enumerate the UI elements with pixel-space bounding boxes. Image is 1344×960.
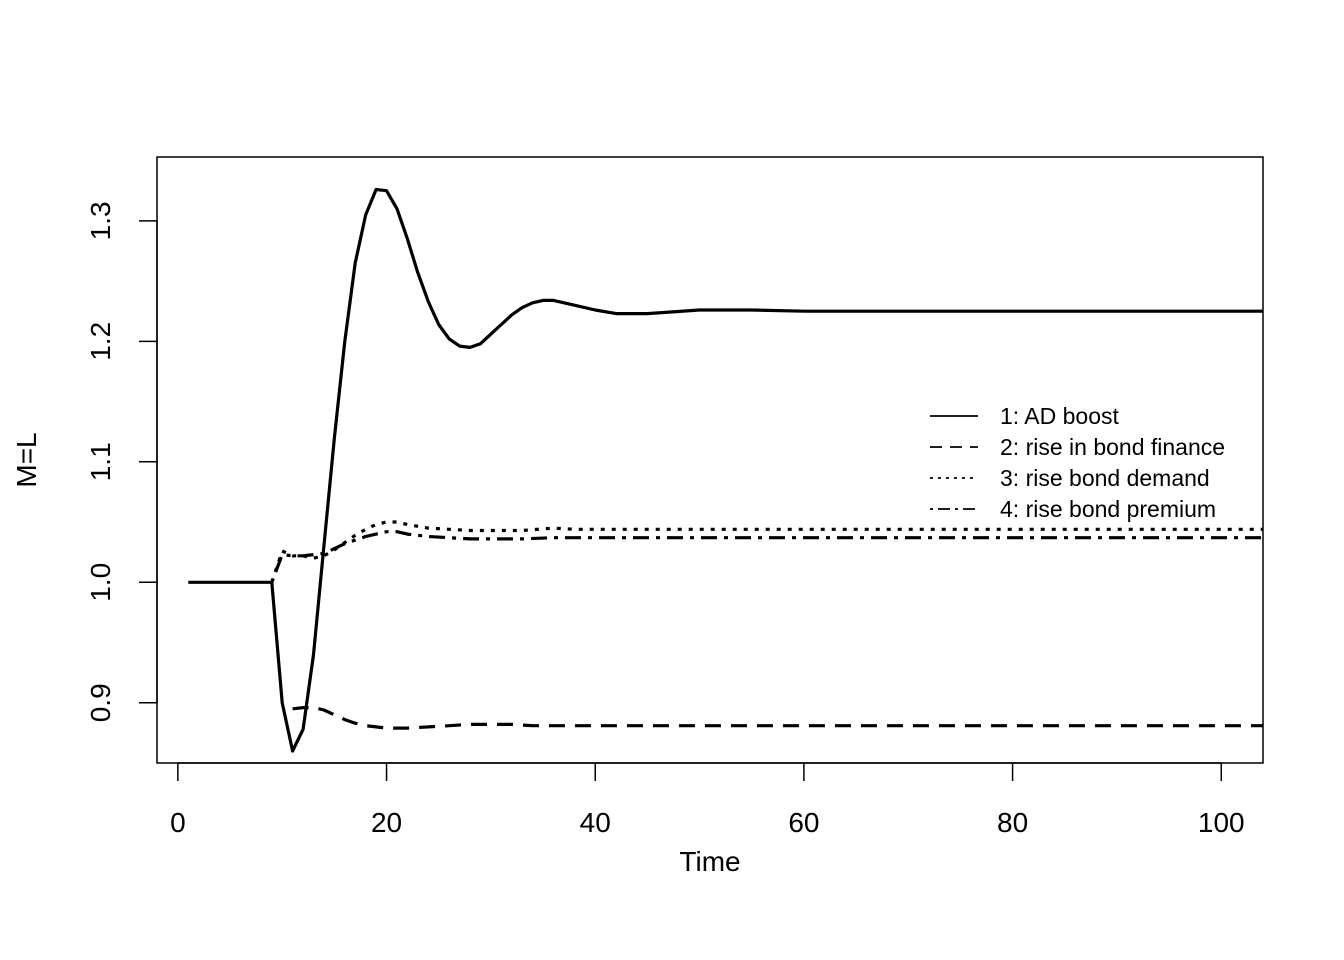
y-axis: 0.9 1.0 1.1 1.2 1.3: [85, 201, 158, 722]
x-tick-label: 100: [1198, 807, 1245, 838]
legend: 1: AD boost 2: rise in bond finance 3: ris…: [930, 403, 1225, 522]
series-line-3: [270, 520, 1263, 583]
series-layer: [188, 187, 1263, 753]
series-line-2: [292, 705, 1263, 730]
y-tick-label: 1.0: [85, 563, 116, 602]
legend-label-2: 2: rise in bond finance: [1000, 434, 1225, 460]
y-tick-label: 1.1: [85, 442, 116, 481]
y-tick-label: 0.9: [85, 683, 116, 722]
x-tick-label: 20: [371, 807, 402, 838]
series-line-1: [188, 187, 1263, 753]
y-axis-title: M=L: [11, 432, 42, 487]
x-tick-label: 0: [170, 807, 186, 838]
x-tick-label: 40: [580, 807, 611, 838]
x-tick-label: 80: [997, 807, 1028, 838]
x-axis-title: Time: [679, 846, 740, 877]
y-tick-label: 1.2: [85, 322, 116, 361]
x-tick-label: 60: [788, 807, 819, 838]
legend-label-3: 3: rise bond demand: [1000, 465, 1210, 491]
x-axis: 0 20 40 60 80 100: [170, 762, 1245, 838]
legend-label-4: 4: rise bond premium: [1000, 496, 1216, 522]
y-tick-label: 1.3: [85, 201, 116, 240]
series-line-4: [270, 530, 1263, 583]
legend-label-1: 1: AD boost: [1000, 403, 1120, 429]
